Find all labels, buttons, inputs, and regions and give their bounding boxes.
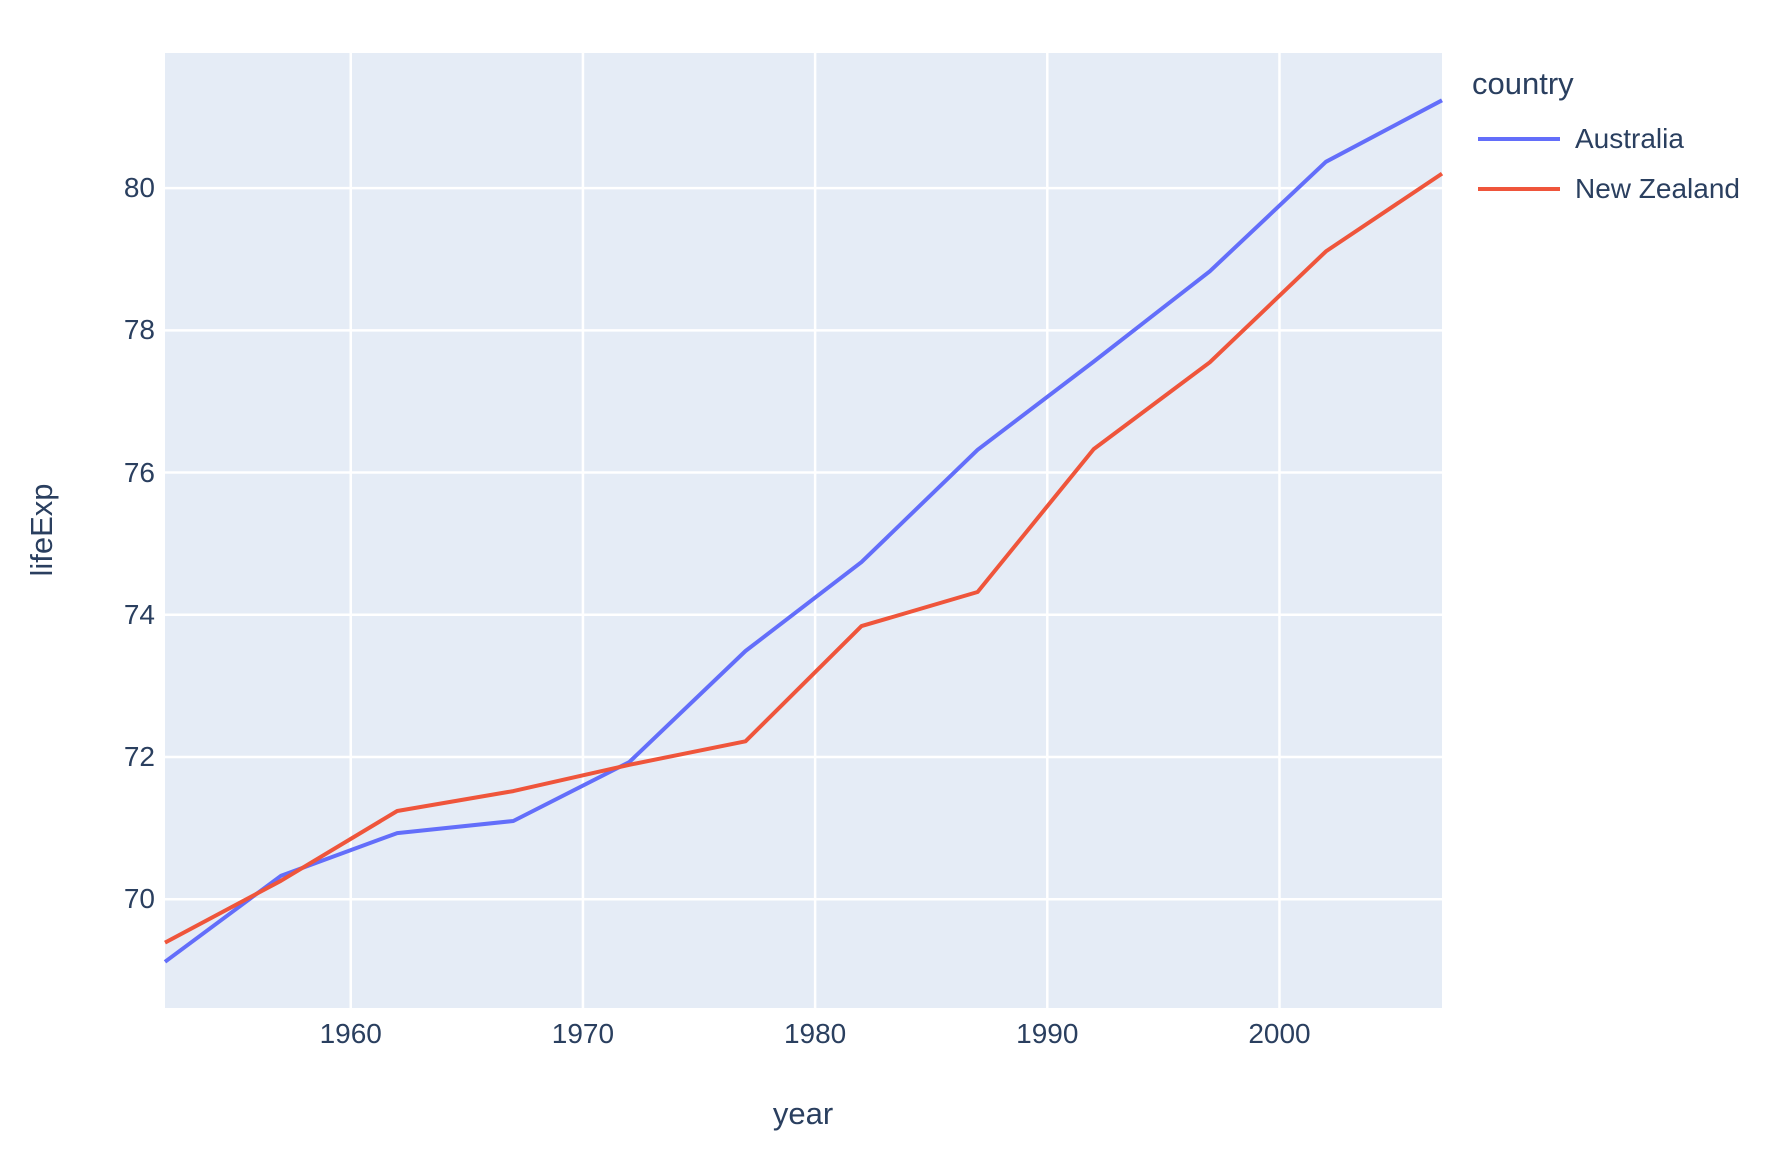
y-tick-label: 74 <box>123 598 155 630</box>
new-zealand-line-swatch-icon <box>1478 187 1560 191</box>
x-tick-label: 1980 <box>783 1018 847 1049</box>
y-tick-label: 80 <box>123 172 155 204</box>
legend: country Australia New Zealand <box>1472 64 1740 214</box>
australia-line-swatch-icon <box>1478 137 1560 141</box>
y-tick-label: 70 <box>123 883 155 915</box>
x-tick-label: 2000 <box>1248 1018 1311 1049</box>
line-new-zealand[interactable] <box>164 171 1444 945</box>
x-tick-label: 1960 <box>319 1018 382 1049</box>
plot-background <box>165 53 1442 1008</box>
y-tick-label: 72 <box>123 740 155 772</box>
legend-item-new-zealand[interactable]: New Zealand <box>1472 164 1740 214</box>
line-australia[interactable] <box>163 98 1443 964</box>
x-tick-label: 1970 <box>551 1018 615 1049</box>
x-axis-title: year <box>772 1096 834 1131</box>
legend-label: New Zealand <box>1575 173 1740 204</box>
legend-title: country <box>1472 66 1574 101</box>
legend-item-australia[interactable]: Australia <box>1472 114 1740 164</box>
y-tick-label: 78 <box>123 314 155 346</box>
y-tick-label: 76 <box>123 456 155 488</box>
x-tick-label: 1990 <box>1016 1018 1079 1049</box>
y-axis-title: lifeExp <box>24 483 59 577</box>
legend-label: Australia <box>1575 123 1684 154</box>
